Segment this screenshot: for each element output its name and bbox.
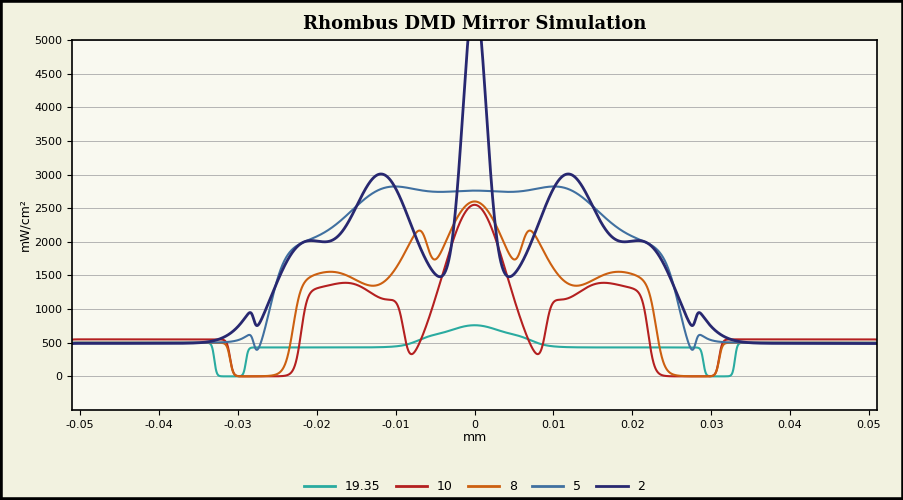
X-axis label: mm: mm [462, 431, 486, 444]
Legend: 19.35, 10, 8, 5, 2: 19.35, 10, 8, 5, 2 [299, 476, 649, 498]
Title: Rhombus DMD Mirror Simulation: Rhombus DMD Mirror Simulation [303, 15, 646, 33]
Y-axis label: mW/cm²: mW/cm² [19, 198, 32, 252]
